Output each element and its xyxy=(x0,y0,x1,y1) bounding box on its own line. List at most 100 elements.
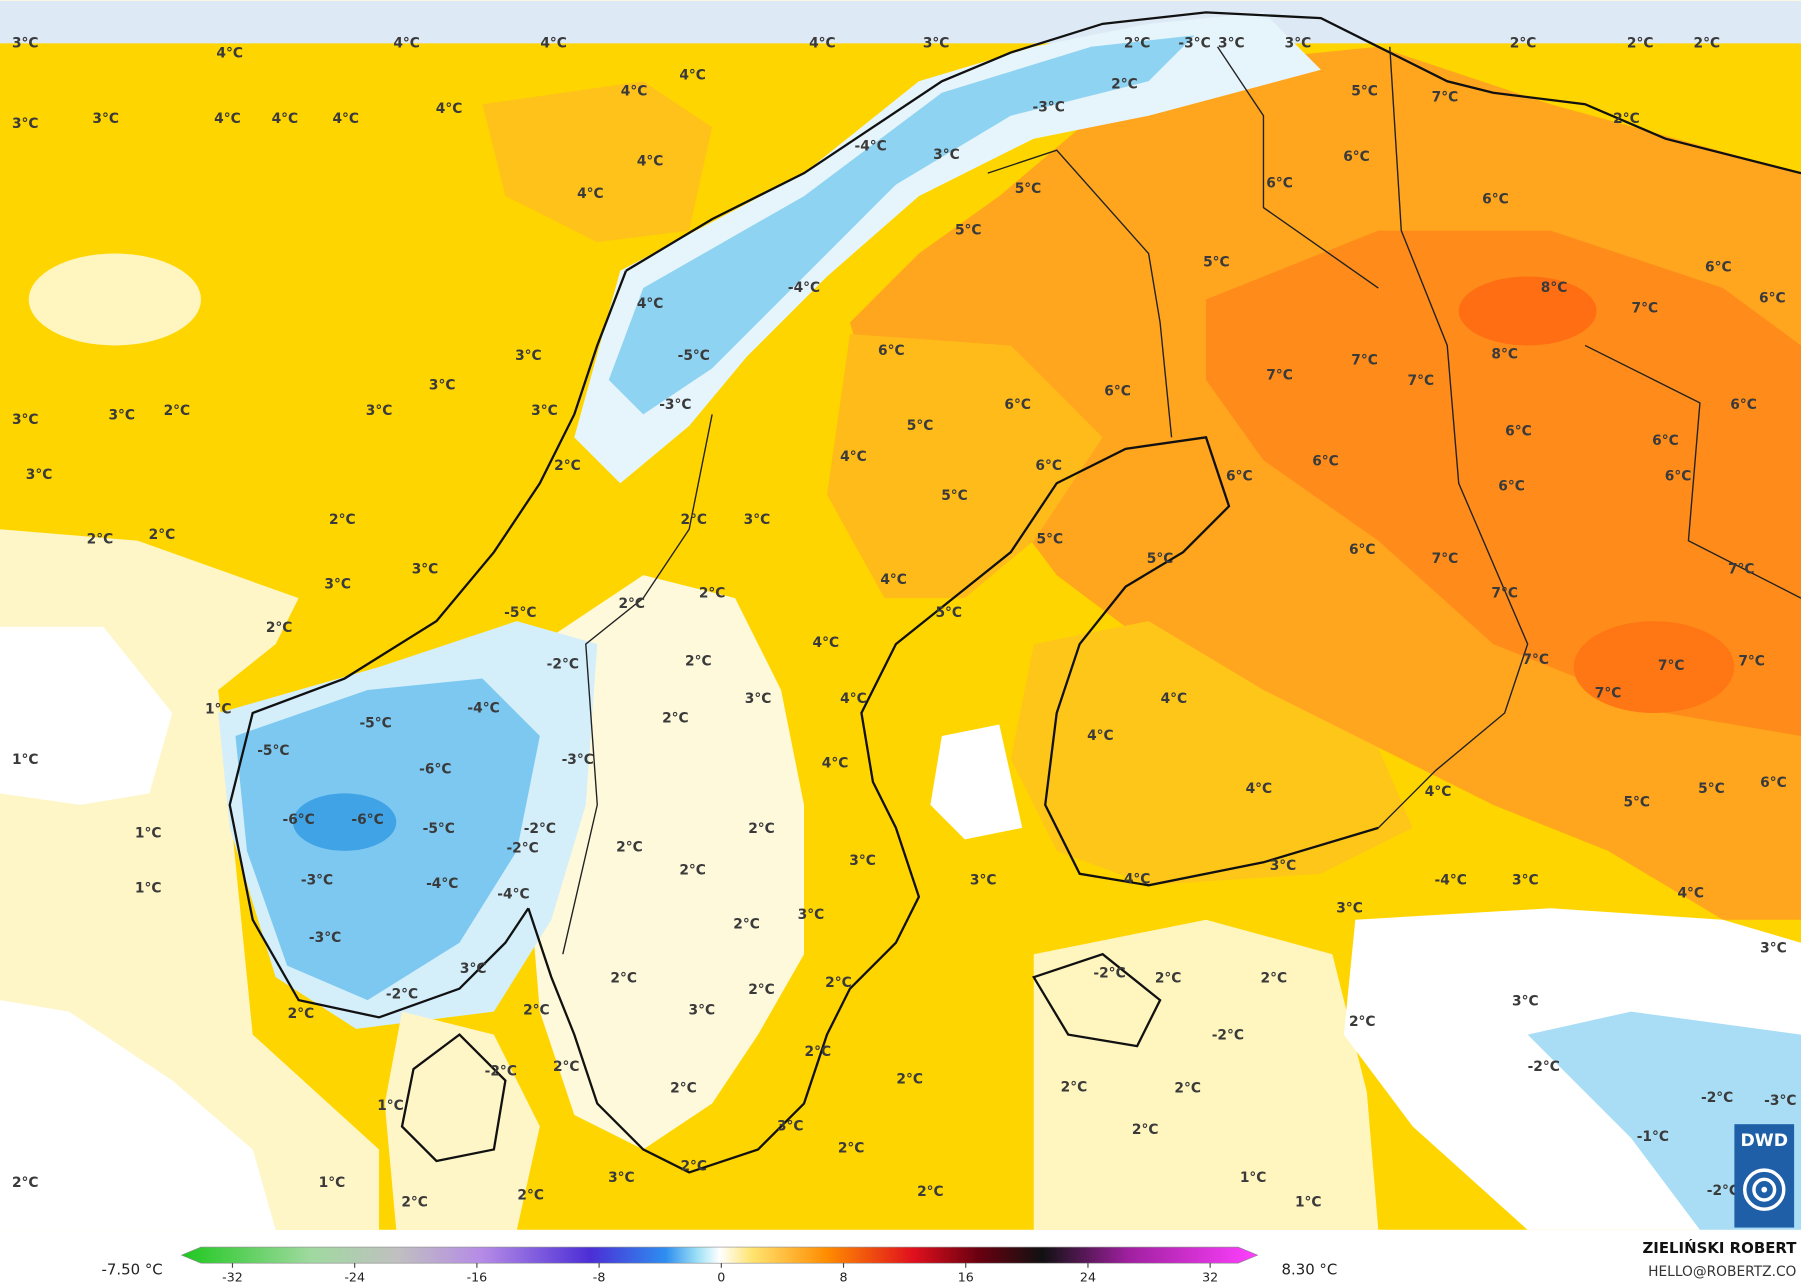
temperature-label: 2°C xyxy=(748,821,775,837)
temperature-label: 4°C xyxy=(813,635,840,651)
temperature-label: 2°C xyxy=(896,1071,923,1087)
temperature-label: 3°C xyxy=(515,348,542,364)
temperature-label: 7°C xyxy=(1266,367,1293,383)
colorbar-tick-label: -8 xyxy=(593,1270,606,1285)
temperature-label: 5°C xyxy=(907,418,934,434)
temperature-label: 6°C xyxy=(1730,397,1757,413)
temperature-label: -3°C xyxy=(1764,1093,1796,1109)
temperature-label: 3°C xyxy=(1336,900,1363,916)
colorbar-min: -7.50 °C xyxy=(101,1261,162,1279)
temperature-label: 4°C xyxy=(272,111,299,127)
temperature-label: 3°C xyxy=(460,961,487,977)
temperature-label: 6°C xyxy=(1652,433,1679,449)
temperature-labels: 3°C 4°C 4°C 4°C 4°C 3°C 2°C -3°C 3°C 3°C 2°C 2°C 2°C… xyxy=(12,35,1796,1210)
temperature-label: 3°C xyxy=(745,691,772,707)
temperature-label: -6°C xyxy=(419,761,451,777)
temperature-label: 4°C xyxy=(393,35,420,51)
map-background xyxy=(0,0,1801,1230)
temperature-label: 5°C xyxy=(955,223,982,239)
temperature-label: 7°C xyxy=(1632,301,1659,317)
temperature-label: -6°C xyxy=(351,812,383,828)
temperature-label: 7°C xyxy=(1351,352,1378,368)
temperature-label: -4°C xyxy=(854,139,886,155)
temperature-label: 3°C xyxy=(412,561,439,577)
temperature-label: 2°C xyxy=(1111,77,1138,93)
temperature-label: 2°C xyxy=(748,982,775,998)
dwd-logo: DWD xyxy=(1734,1124,1795,1228)
temperature-label: 3°C xyxy=(970,873,997,889)
temperature-label: 4°C xyxy=(1677,885,1704,901)
temperature-label: 3°C xyxy=(744,512,771,528)
temperature-label: 1°C xyxy=(377,1098,404,1114)
temperature-label: 3°C xyxy=(92,111,119,127)
temperature-label: 3°C xyxy=(26,467,53,483)
temperature-label: 3°C xyxy=(608,1170,635,1186)
temperature-label: 3°C xyxy=(108,408,135,424)
temperature-label: 7°C xyxy=(1491,586,1518,602)
temperature-label: 7°C xyxy=(1432,551,1459,567)
temperature-label: 2°C xyxy=(1124,35,1151,51)
temperature-label: -3°C xyxy=(659,397,691,413)
temperature-label: -2°C xyxy=(1701,1090,1733,1106)
temperature-label: -2°C xyxy=(1707,1183,1739,1199)
colorbar-tick-label: 24 xyxy=(1080,1270,1096,1285)
temperature-label: 6°C xyxy=(1343,149,1370,165)
credit-email: HELLO@ROBERTZ.CO xyxy=(1648,1264,1796,1280)
temperature-label: 2°C xyxy=(670,1081,697,1097)
colorbar-tick-label: 8 xyxy=(840,1270,848,1285)
temperature-label: 3°C xyxy=(531,403,558,419)
temperature-label: 5°C xyxy=(1037,532,1064,548)
temperature-label: 4°C xyxy=(436,101,463,117)
temperature-label: 3°C xyxy=(366,403,393,419)
temperature-label: 6°C xyxy=(1665,468,1692,484)
temperature-label: -5°C xyxy=(257,743,289,759)
temperature-label: 2°C xyxy=(329,512,356,528)
temperature-label: 2°C xyxy=(1061,1079,1088,1095)
temperature-label: 3°C xyxy=(1760,940,1787,956)
temperature-label: 2°C xyxy=(610,970,637,986)
temperature-label: 4°C xyxy=(540,35,567,51)
temperature-label: 6°C xyxy=(1004,397,1031,413)
temperature-label: -5°C xyxy=(678,348,710,364)
temperature-label: 4°C xyxy=(216,46,243,62)
temperature-label: 6°C xyxy=(878,343,905,359)
colorbar-tick-label: -24 xyxy=(344,1270,365,1285)
temperature-label: 1°C xyxy=(1240,1170,1267,1186)
temperature-label: 4°C xyxy=(809,35,836,51)
temperature-label: 2°C xyxy=(164,403,191,419)
temperature-label: 2°C xyxy=(1155,970,1182,986)
colorbar-tick-label: -32 xyxy=(222,1270,243,1285)
temperature-label: -3°C xyxy=(301,873,333,889)
temperature-label: 6°C xyxy=(1312,453,1339,469)
temperature-label: 2°C xyxy=(917,1184,944,1200)
temperature-label: -4°C xyxy=(497,886,529,902)
temperature-label: 2°C xyxy=(679,862,706,878)
temperature-label: 7°C xyxy=(1522,652,1549,668)
temperature-label: 7°C xyxy=(1432,89,1459,105)
temperature-label: 3°C xyxy=(1512,993,1539,1009)
temperature-label: 2°C xyxy=(12,1175,39,1191)
colorbar-max: 8.30 °C xyxy=(1281,1261,1337,1279)
temperature-label: -2°C xyxy=(485,1063,517,1079)
temperature-label: 2°C xyxy=(523,1002,550,1018)
temperature-label: 7°C xyxy=(1728,561,1755,577)
temperature-label: 6°C xyxy=(1505,424,1532,440)
temperature-label: 2°C xyxy=(1261,970,1288,986)
temperature-label: 5°C xyxy=(1015,181,1042,197)
temperature-label: 4°C xyxy=(822,756,849,772)
temperature-label: 2°C xyxy=(1613,111,1640,127)
temperature-label: 1°C xyxy=(205,702,232,718)
temperature-label: 1°C xyxy=(12,752,39,768)
temperature-label: 5°C xyxy=(935,605,962,621)
temperature-label: 3°C xyxy=(1512,873,1539,889)
temperature-label: 3°C xyxy=(1218,35,1245,51)
temperature-label: 6°C xyxy=(1482,192,1509,208)
temperature-label: -2°C xyxy=(386,986,418,1002)
temperature-label: 2°C xyxy=(1349,1014,1376,1030)
temperature-label: 2°C xyxy=(680,512,707,528)
temperature-label: 3°C xyxy=(12,116,39,132)
logo-text: DWD xyxy=(1740,1131,1788,1151)
temperature-label: -5°C xyxy=(423,821,455,837)
temperature-label: 3°C xyxy=(849,853,876,869)
